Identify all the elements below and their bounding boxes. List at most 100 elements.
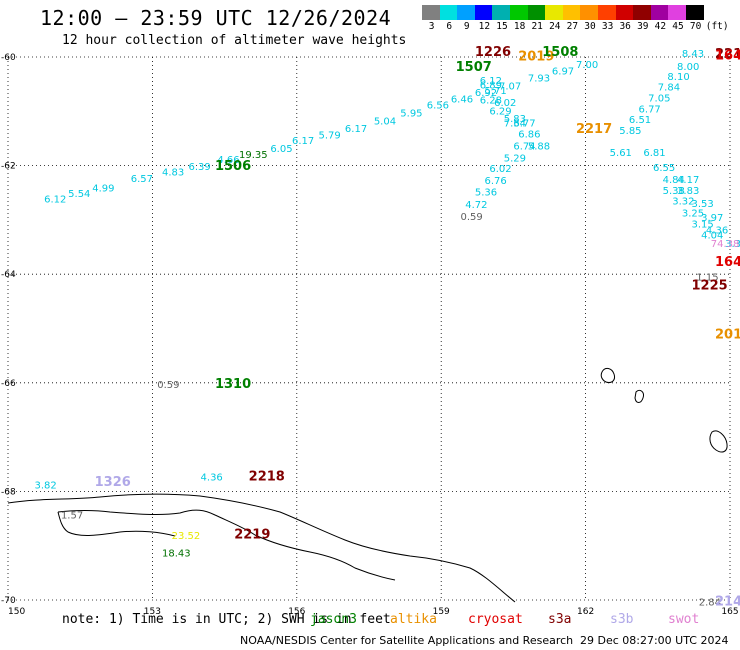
pass-time-label: 1648 bbox=[715, 49, 740, 64]
longitude-tick-label: 159 bbox=[433, 607, 450, 617]
pass-time-label: 2140 bbox=[715, 594, 740, 609]
colorbar-label: 21 bbox=[531, 21, 543, 32]
landmass-outline bbox=[7, 493, 516, 603]
wave-height-value: 6.57 bbox=[131, 174, 153, 185]
wave-height-value: 4.36 bbox=[201, 473, 223, 484]
wave-height-value: 23.52 bbox=[172, 531, 201, 542]
colorbar-label: 30 bbox=[584, 21, 596, 32]
pass-time-label: 164 bbox=[715, 255, 740, 270]
legend-item-altika: altika bbox=[390, 612, 437, 627]
grid-lines bbox=[7, 56, 731, 601]
colorbar-swatch bbox=[527, 5, 546, 20]
colorbar-label: 45 bbox=[672, 21, 684, 32]
pass-time-label: 1310 bbox=[215, 377, 251, 392]
wave-height-value: 5.95 bbox=[400, 109, 422, 120]
wave-height-value: 7.93 bbox=[528, 73, 550, 84]
wave-height-value: 6.17 bbox=[345, 124, 367, 135]
colorbar-label: 12 bbox=[478, 21, 491, 32]
wave-height-value: 4.84 bbox=[663, 175, 685, 186]
wave-height-value: 6.29 bbox=[489, 107, 511, 118]
colorbar-swatch bbox=[562, 5, 581, 20]
wave-height-value: 74.38 bbox=[711, 239, 740, 250]
colorbar-label: 39 bbox=[637, 21, 649, 32]
colorbar-swatch bbox=[685, 5, 704, 20]
wave-height-value: 6.86 bbox=[518, 129, 540, 140]
wave-height-value: 5.83 bbox=[504, 114, 526, 125]
wave-height-value: 6.02 bbox=[489, 164, 511, 175]
longitude-tick-label: 153 bbox=[144, 607, 161, 617]
pass-time-label: 1506 bbox=[215, 159, 251, 174]
colorbar-label: 6 bbox=[446, 21, 453, 32]
wave-height-value: 7.05 bbox=[648, 94, 670, 105]
latitude-tick-label: -66 bbox=[1, 379, 16, 389]
wave-height-value: 4.36 bbox=[706, 225, 728, 236]
wave-height-value: 5.71 bbox=[485, 86, 507, 97]
colorbar-swatch bbox=[633, 5, 651, 20]
latitude-tick-label: -70 bbox=[1, 596, 16, 606]
pass-time-label: 1508 bbox=[542, 45, 578, 60]
peninsula-tip bbox=[57, 511, 176, 537]
wave-height-value: 5.88 bbox=[528, 141, 550, 152]
wave-height-value: 19.35 bbox=[239, 150, 268, 161]
colorbar-label: 18 bbox=[513, 21, 526, 32]
legend-item-s3a: s3a bbox=[548, 612, 572, 627]
colorbar-label: 3 bbox=[428, 21, 435, 32]
island-2 bbox=[634, 389, 644, 403]
pass-time-label: 1225 bbox=[691, 278, 727, 293]
colorbar-swatch bbox=[650, 5, 669, 20]
longitude-tick-label: 162 bbox=[577, 607, 594, 617]
wave-height-value: 7.00 bbox=[576, 60, 598, 71]
wave-height-value: 6.46 bbox=[451, 95, 473, 106]
wave-height-value: 5.36 bbox=[475, 187, 497, 198]
wave-height-value: 5.04 bbox=[374, 116, 396, 127]
longitude-tick-label: 165 bbox=[721, 607, 738, 617]
wave-height-value: 6.12 bbox=[44, 195, 66, 206]
wave-height-value: 2.84 bbox=[699, 597, 721, 608]
wave-height-value: 6.28 bbox=[480, 96, 502, 107]
wave-height-value: 6.77 bbox=[639, 104, 661, 115]
axis-ticks: 150 153 156 159 162 165 -60 -62 -64 -66 -68 -70 bbox=[1, 53, 739, 617]
wave-height-value: 4.83 bbox=[162, 167, 184, 178]
colorbar-label: 15 bbox=[496, 21, 508, 32]
pass-time-label: 2217 bbox=[576, 122, 612, 137]
colorbar-swatch bbox=[615, 5, 634, 20]
colorbar-label: 9 bbox=[463, 21, 470, 32]
wave-height-value: 3.34 bbox=[725, 239, 740, 250]
island-3 bbox=[709, 430, 728, 453]
wave-height-value: 6.55 bbox=[653, 163, 675, 174]
wave-height-value: 3.97 bbox=[701, 213, 723, 224]
wave-height-value: 6.97 bbox=[552, 66, 574, 77]
colorbar-label: 36 bbox=[619, 21, 631, 32]
wave-height-value: 5.29 bbox=[504, 153, 526, 164]
latitude-tick-label: -62 bbox=[1, 162, 16, 172]
wave-height-value: 6.74 bbox=[513, 141, 535, 152]
wave-height-value: 3.82 bbox=[34, 481, 56, 492]
wave-height-value: 4.04 bbox=[701, 230, 723, 241]
wave-height-value: 5.79 bbox=[318, 130, 340, 141]
colorbar-label: 33 bbox=[601, 21, 614, 32]
pass-time-label: 1326 bbox=[95, 475, 131, 490]
wave-height-value: 8.10 bbox=[667, 72, 689, 83]
wave-height-value: 0.59 bbox=[460, 212, 482, 223]
wave-height-value: 7.84 bbox=[658, 83, 680, 94]
satellite-legend: jason3 altika cryosat s3a s3b swot bbox=[0, 612, 740, 628]
colorbar-label: 27 bbox=[566, 21, 579, 32]
credit-line: NOAA/NESDIS Center for Satellite Applica… bbox=[240, 634, 574, 647]
colorbar-label: (ft) bbox=[705, 21, 729, 32]
wave-height-value: 3.25 bbox=[682, 209, 704, 220]
wave-height-value: 18.43 bbox=[162, 549, 191, 560]
colorbar-swatch bbox=[474, 5, 493, 20]
wave-height-value: 6.51 bbox=[629, 115, 651, 126]
colorbar-labels: 3 6 9 12 15 18 21 24 27 30 33 36 39 42 45 70 (ft) bbox=[422, 21, 740, 33]
wave-height-value: 8.43 bbox=[682, 49, 704, 60]
pass-time-label: 2216 bbox=[715, 47, 740, 62]
island-1 bbox=[600, 367, 615, 383]
pass-time-label: 1507 bbox=[456, 60, 492, 75]
wave-height-value: 6.12 bbox=[480, 76, 502, 87]
map-subtitle: 12 hour collection of altimeter wave hei… bbox=[62, 33, 407, 48]
pass-time-label: 2019 bbox=[518, 49, 554, 64]
wave-height-value: 6.02 bbox=[494, 98, 516, 109]
colorbar-label: 70 bbox=[689, 21, 702, 32]
